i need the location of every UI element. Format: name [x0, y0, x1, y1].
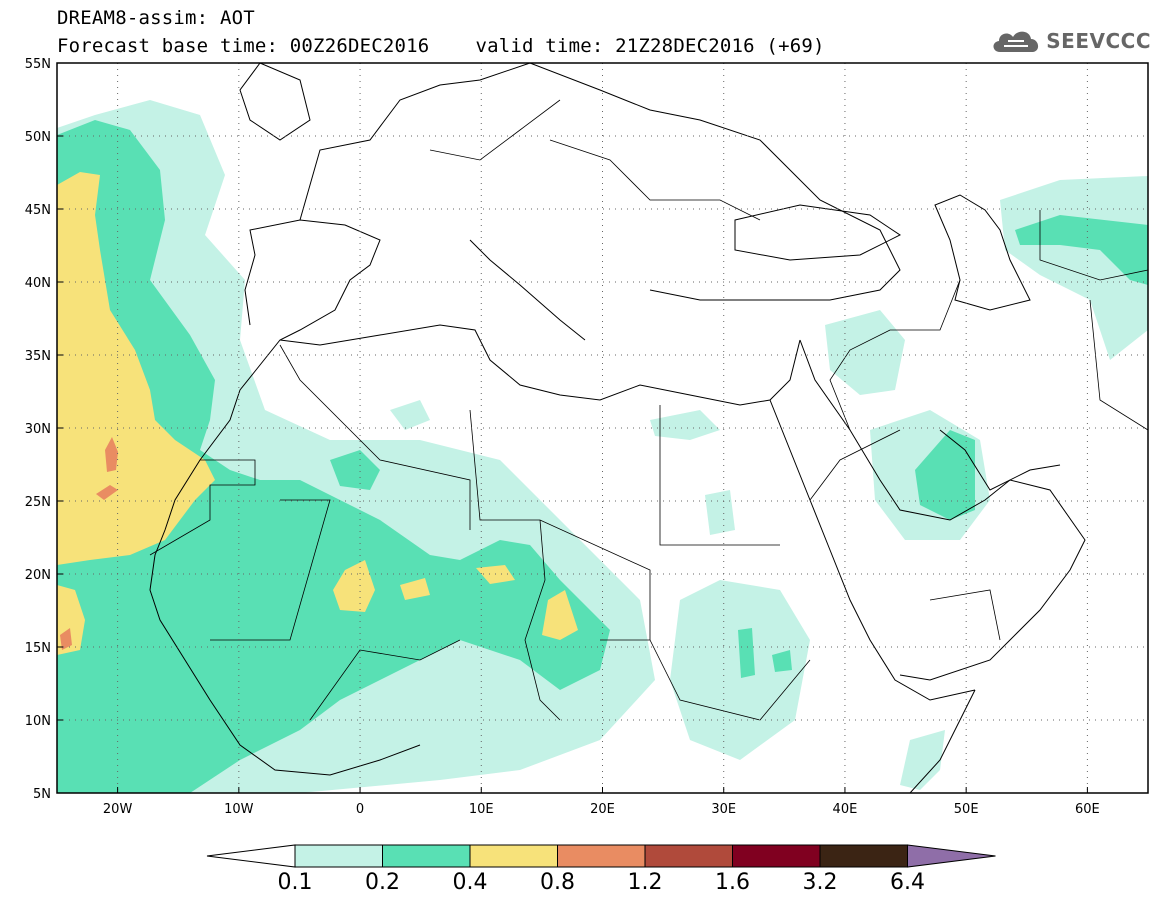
- lat-tick-label: 20N: [25, 568, 51, 583]
- colorbar-label: 0.1: [277, 870, 313, 895]
- lon-tick-label: 50E: [954, 802, 979, 817]
- aot-area-atlantic-high: [57, 172, 215, 565]
- lon-tick-label: 0: [356, 802, 364, 817]
- base-time: Forecast base time: 00Z26DEC2016: [57, 35, 430, 57]
- lat-tick-label: 35N: [25, 349, 51, 364]
- lon-tick-label: 30E: [711, 802, 736, 817]
- aot-area-sahel-high-2: [400, 578, 430, 600]
- colorbar-label: 1.6: [715, 870, 750, 895]
- aot-area-caspian-medium: [1015, 215, 1148, 285]
- lat-tick-label: 40N: [25, 276, 51, 291]
- latitude-labels: 55N 50N 45N 40N 35N 30N 25N 20N 15N 10N 5N: [25, 57, 63, 802]
- lon-tick-label: 10E: [469, 802, 494, 817]
- forecast-times: Forecast base time: 00Z26DEC2016 valid ti…: [57, 35, 825, 57]
- coast-persian-gulf: [939, 429, 1061, 491]
- seevccc-logo: SEEVCCC: [990, 24, 1151, 58]
- coast-british-isles: [239, 63, 311, 141]
- aot-area-east-africa-light: [670, 580, 810, 760]
- lon-tick-label: 40E: [833, 802, 858, 817]
- colorbar-segment: [819, 844, 908, 868]
- colorbar-label: 0.2: [365, 870, 400, 895]
- aot-area-gulf-medium: [915, 430, 975, 520]
- coast-horn-africa: [909, 689, 976, 793]
- coast-red-sea-africa: [769, 399, 976, 701]
- aot-area-canary-peak-1: [105, 437, 118, 472]
- colorbar-segment: [644, 844, 733, 868]
- colorbar-segment: [382, 844, 471, 868]
- aot-area-canary-peak-2: [96, 485, 118, 500]
- colorbar-under-triangle: [206, 844, 296, 868]
- coast-iberia-west-africa: [149, 219, 421, 776]
- lat-tick-label: 50N: [25, 130, 51, 145]
- aot-area-sahel-high-4: [542, 590, 578, 640]
- cloud-icon: [993, 31, 1039, 52]
- coast-europe: [299, 63, 901, 301]
- aot-area-sahel-medium: [330, 450, 380, 490]
- longitude-labels: 20W 10W 0 10E 20E 30E 40E 50E 60E: [103, 787, 1100, 817]
- lat-tick-label: 55N: [25, 57, 51, 72]
- lat-tick-label: 15N: [25, 641, 51, 656]
- aot-area-atlantic-medium: [57, 120, 610, 793]
- colorbar-label: 6.4: [890, 870, 925, 895]
- coast-italy: [469, 239, 586, 341]
- colorbar-segment: [557, 844, 646, 868]
- aot-area-east-africa-medium: [738, 628, 792, 678]
- map-title: DREAM8-assim: AOT: [57, 7, 255, 29]
- lat-tick-label: 10N: [25, 714, 51, 729]
- colorbar-segment: [469, 844, 558, 868]
- aot-area-horn-light: [900, 730, 945, 790]
- colorbar-segment: [294, 844, 383, 868]
- coast-arabia: [799, 339, 1086, 681]
- lon-tick-label: 20W: [103, 802, 133, 817]
- aot-area-libya-light: [390, 400, 720, 440]
- aot-area-cape-verde-peak: [60, 628, 72, 650]
- lat-tick-label: 5N: [33, 787, 51, 802]
- aot-shading: [57, 100, 1148, 793]
- aot-area-sahel-high-1: [333, 560, 375, 612]
- colorbar-label: 0.4: [452, 870, 488, 895]
- lat-tick-label: 30N: [25, 422, 51, 437]
- coast-north-africa: [279, 324, 801, 406]
- coastlines: [149, 63, 1086, 793]
- coast-black-sea: [734, 204, 901, 261]
- colorbar-segment: [732, 844, 821, 868]
- colorbar-label: 0.8: [540, 870, 575, 895]
- lat-tick-label: 25N: [25, 495, 51, 510]
- coast-caspian: [934, 194, 1031, 311]
- colorbar-label: 3.2: [802, 870, 838, 895]
- colorbar: [206, 844, 996, 868]
- logo-text: SEEVCCC: [1046, 29, 1151, 53]
- aot-area-egypt-light: [705, 490, 735, 535]
- lon-tick-label: 20E: [590, 802, 615, 817]
- lon-tick-label: 10W: [224, 802, 254, 817]
- aot-area-levant-light: [825, 310, 905, 395]
- colorbar-label: 1.2: [627, 870, 663, 895]
- valid-time: valid time: 21Z28DEC2016 (+69): [475, 35, 825, 57]
- lon-tick-label: 60E: [1075, 802, 1100, 817]
- lat-tick-label: 45N: [25, 203, 51, 218]
- colorbar-over-triangle: [907, 844, 996, 868]
- country-borders: [149, 99, 1148, 721]
